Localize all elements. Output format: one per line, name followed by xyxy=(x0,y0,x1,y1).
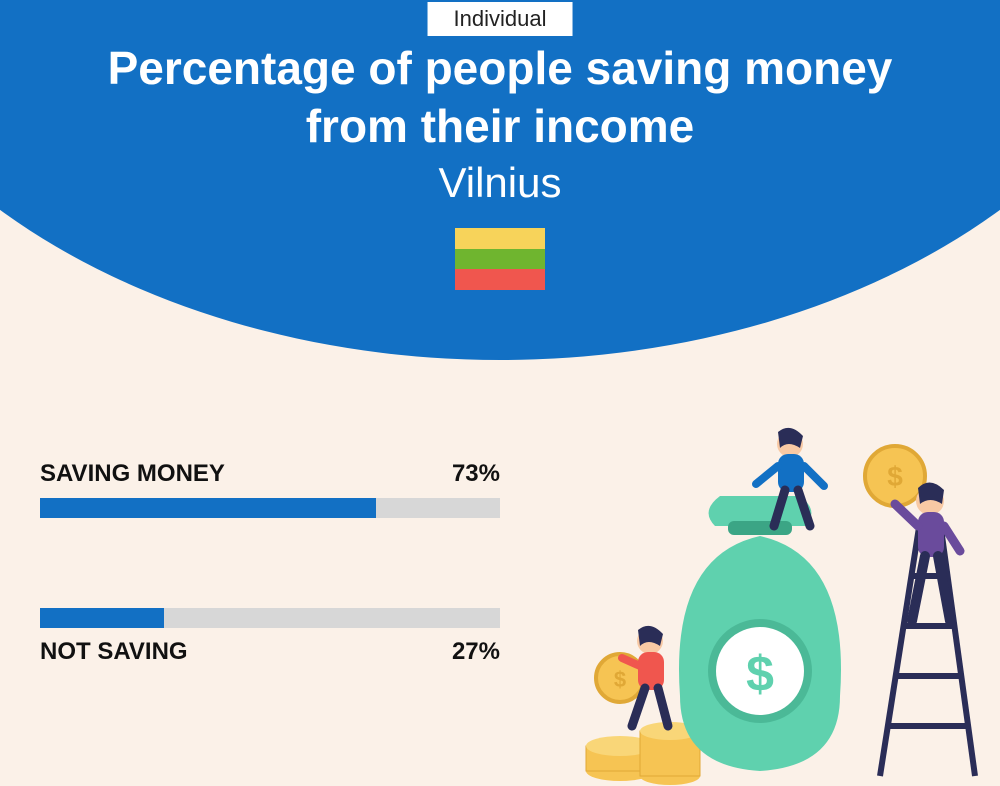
bar-label: SAVING MONEY xyxy=(40,460,225,488)
flag-stripe-3 xyxy=(455,269,545,290)
bar-fill xyxy=(40,498,376,518)
bar-track xyxy=(40,608,500,628)
bar-value: 27% xyxy=(452,638,500,666)
bar-fill xyxy=(40,608,164,628)
svg-text:$: $ xyxy=(614,667,626,692)
bar-label: NOT SAVING xyxy=(40,638,188,666)
bar-value: 73% xyxy=(452,460,500,488)
bar-saving: SAVING MONEY 73% xyxy=(40,460,500,518)
flag-stripe-1 xyxy=(455,228,545,249)
flag-icon xyxy=(455,228,545,290)
category-badge: Individual xyxy=(428,2,573,36)
person-seated-icon: $ xyxy=(596,626,668,726)
title-block: Percentage of people saving money from t… xyxy=(0,40,1000,207)
flag-stripe-2 xyxy=(455,249,545,270)
savings-illustration: $ $ $ xyxy=(560,426,990,786)
main-title: Percentage of people saving money from t… xyxy=(0,40,1000,155)
bar-not-saving: NOT SAVING 27% xyxy=(40,608,500,666)
city-subtitle: Vilnius xyxy=(0,159,1000,207)
bars-container: SAVING MONEY 73% NOT SAVING 27% xyxy=(40,460,500,756)
person-ladder-icon: $ xyxy=(865,446,960,621)
svg-text:$: $ xyxy=(746,646,774,702)
svg-text:$: $ xyxy=(887,461,903,492)
bar-track xyxy=(40,498,500,518)
money-bag-icon: $ xyxy=(679,496,841,771)
